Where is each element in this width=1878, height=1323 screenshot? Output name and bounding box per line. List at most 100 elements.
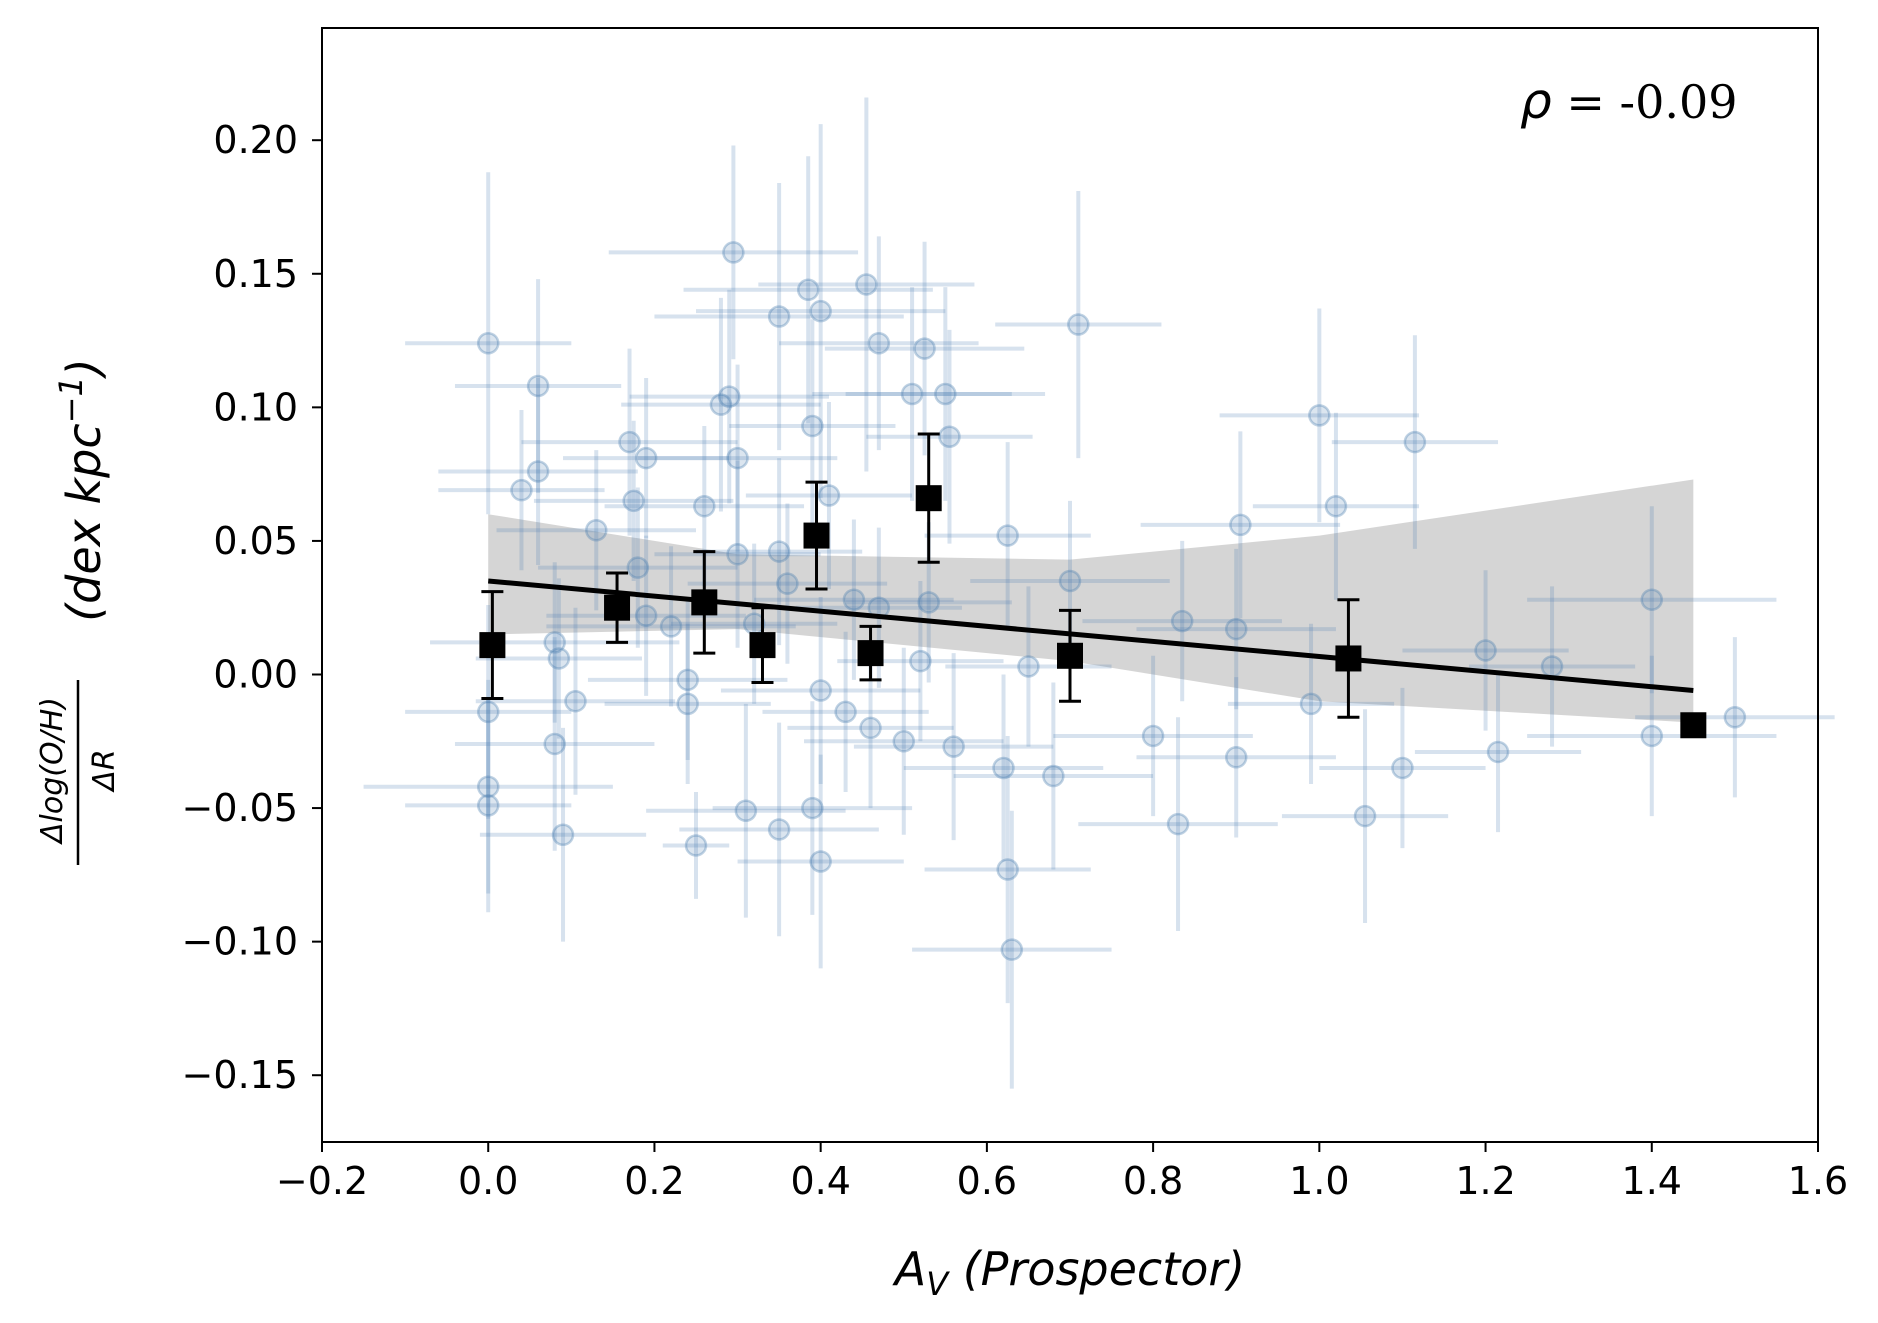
point-marker — [996, 524, 1019, 547]
scatter-point — [563, 377, 730, 539]
scatter-point — [646, 703, 846, 918]
point-marker — [676, 692, 699, 716]
binned-point — [857, 624, 884, 682]
point-marker — [992, 756, 1015, 780]
scatter-point — [475, 607, 676, 795]
point-marker — [1391, 756, 1414, 780]
x-tick-label: 1.6 — [1788, 1159, 1848, 1203]
scatter-point — [405, 172, 572, 515]
scatter-point — [479, 727, 647, 942]
point-marker — [476, 700, 500, 724]
y-axis: −0.15 −0.10 −0.05 0.00 0.05 0.10 0.15 0.20 — [182, 118, 322, 1097]
scatter-point — [812, 287, 1012, 501]
point-marker — [938, 425, 961, 448]
point-marker — [551, 823, 575, 847]
point-marker — [996, 858, 1019, 881]
scatter-point — [1252, 412, 1420, 600]
point-marker — [734, 799, 758, 822]
binned-marker — [803, 522, 830, 549]
point-marker — [801, 414, 824, 438]
point-marker — [776, 572, 799, 595]
scatter-point — [363, 679, 613, 894]
binned-point — [915, 432, 942, 564]
scatter-point — [405, 698, 572, 913]
y-axis-denominator: ΔR — [87, 749, 122, 792]
scatter-point — [621, 297, 821, 512]
binned-marker — [857, 640, 884, 667]
x-axis-title: AV (Prospector) — [892, 1242, 1246, 1303]
scatter-point — [1414, 671, 1582, 833]
scatter-point — [945, 586, 1112, 747]
binned-point — [1680, 712, 1707, 739]
point-marker — [726, 446, 749, 470]
fit-line-layer — [487, 578, 1694, 694]
point-marker — [547, 647, 571, 670]
point-marker — [855, 273, 878, 296]
point-marker — [1308, 404, 1331, 427]
scatter-point — [608, 145, 859, 360]
point-marker — [767, 818, 791, 841]
scatter-point — [683, 156, 933, 424]
binned-points-layer — [479, 432, 1707, 739]
x-axis-title-sub: V — [926, 1265, 950, 1303]
rho-value: = -0.09 — [1552, 75, 1738, 129]
scatter-point — [662, 792, 730, 899]
x-tick-label: −0.2 — [276, 1159, 368, 1203]
point-marker — [1042, 764, 1065, 788]
scatter-point — [496, 450, 696, 611]
point-marker — [676, 668, 699, 692]
scatter-point — [1527, 655, 1777, 817]
point-marker — [693, 494, 716, 518]
point-marker — [801, 796, 824, 820]
point-marker — [684, 834, 708, 857]
binned-marker — [915, 485, 942, 512]
binned-marker — [604, 594, 631, 621]
scatter-point — [995, 190, 1162, 459]
binned-marker — [749, 632, 776, 659]
scatter-point — [779, 236, 979, 451]
binned-marker — [1335, 645, 1362, 672]
scatter-point — [546, 546, 796, 707]
point-marker — [1017, 655, 1040, 678]
scatter-point — [762, 631, 929, 793]
scatter-point — [475, 578, 642, 739]
scatter-point — [845, 287, 1046, 501]
x-tick-label: 1.0 — [1289, 1159, 1349, 1203]
x-axis-title-main: A — [892, 1242, 926, 1296]
y-axis-units: (dex kpc−1) — [52, 358, 111, 622]
binned-marker — [691, 589, 718, 616]
point-marker — [842, 588, 866, 611]
scatter-point — [1468, 586, 1636, 747]
scatter-point — [687, 503, 888, 664]
point-marker — [626, 556, 650, 579]
binned-point — [604, 571, 631, 644]
point-marker — [1640, 724, 1664, 748]
point-marker — [717, 385, 741, 408]
scatter-point — [1140, 431, 1341, 619]
scatter-point — [866, 329, 1033, 544]
scatter-point — [438, 410, 605, 571]
binned-point — [749, 606, 776, 685]
point-marker — [809, 299, 832, 323]
binned-marker — [1680, 712, 1707, 739]
x-tick-label: 0.6 — [957, 1159, 1017, 1203]
point-marker — [634, 604, 658, 627]
point-marker — [817, 484, 841, 507]
scatter-point — [1331, 335, 1499, 549]
scatter-point — [1319, 687, 1486, 849]
binned-point — [691, 550, 718, 655]
point-marker — [659, 615, 683, 638]
scatter-point — [654, 182, 904, 451]
scatter-point — [1136, 677, 1336, 838]
scatter-point — [953, 682, 1154, 870]
point-marker — [564, 689, 587, 713]
y-tick-label: −0.05 — [182, 786, 298, 830]
point-marker — [526, 374, 550, 398]
point-marker — [476, 331, 500, 355]
binned-marker — [1057, 642, 1083, 669]
scatter-point — [1635, 637, 1835, 798]
scatter-point — [720, 597, 921, 785]
y-tick-label: 0.00 — [213, 652, 298, 696]
point-marker — [1474, 639, 1497, 662]
scatter-point — [679, 722, 879, 937]
